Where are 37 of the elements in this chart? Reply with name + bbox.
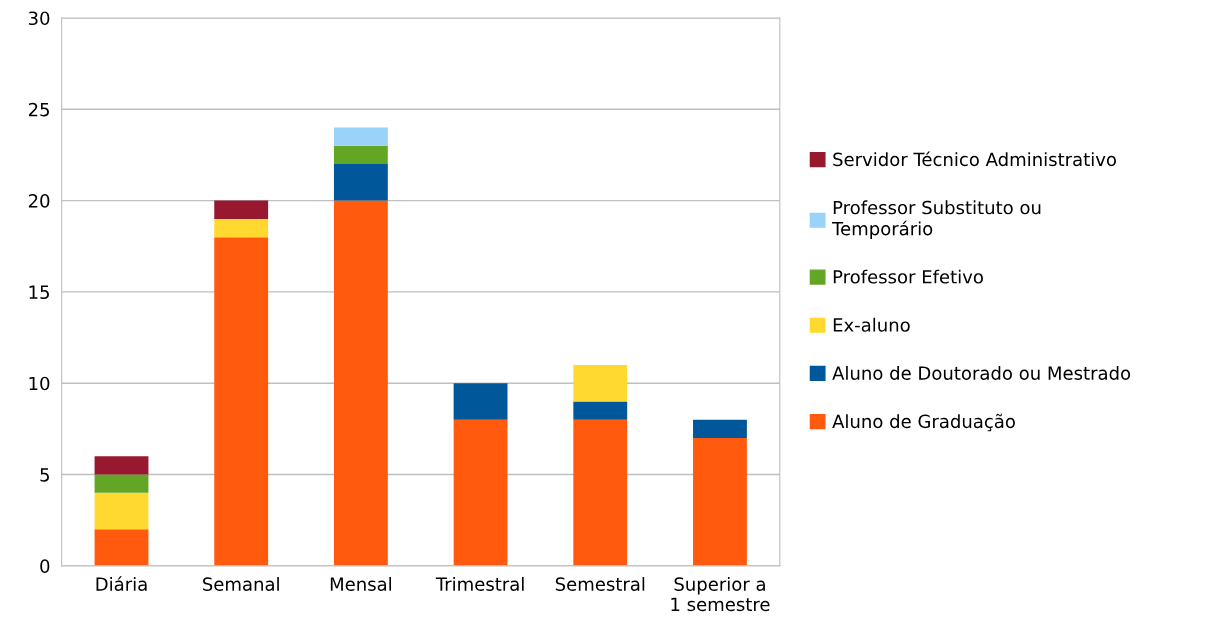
legend-label: Aluno de Graduação [832,413,1015,432]
x-tick-label: Semanal [203,576,279,591]
bar [333,145,388,165]
x-tick-label: Diária [96,576,147,591]
bar [573,364,628,402]
y-tick-label: 0 [40,559,50,573]
x-tick-label: Mensal [330,576,391,591]
y-tick-label: 25 [28,102,49,117]
bar [573,401,628,420]
y-tick-label: 5 [40,468,49,482]
bar [214,218,269,238]
bar [94,474,149,493]
legend-label: Professor Substituto ou Temporário [832,200,1041,239]
bar [453,419,508,566]
bar [693,419,747,439]
x-tick-label: Superior a 1 semestre [671,576,770,612]
bar [333,127,388,146]
legend-label: Aluno de Doutorado ou Mestrado [832,365,1131,380]
y-tick-label: 30 [28,11,50,26]
bar [214,200,269,219]
bar [333,164,388,201]
bar [693,438,747,566]
x-tick-label: Semestral [555,576,645,591]
bar [453,383,508,420]
bar [573,419,628,566]
legend-label: Professor Efetivo [833,269,983,284]
x-tick-label: Trimestral [435,576,524,591]
bar [94,492,149,530]
bar [94,529,149,566]
bar [214,237,269,566]
y-tick-label: 15 [29,285,49,300]
legend-label: Ex-aluno [833,317,910,332]
y-tick-label: 10 [29,376,50,391]
y-tick-label: 20 [28,194,50,208]
bar [333,200,388,566]
legend-label: Servidor Técnico Administrativo [833,151,1116,167]
bar [94,456,149,475]
